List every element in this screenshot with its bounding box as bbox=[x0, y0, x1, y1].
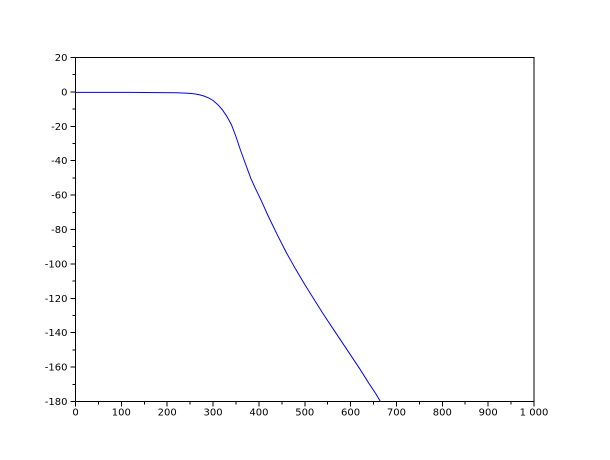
x-tick-label: 1 000 bbox=[520, 408, 549, 419]
x-tick-label: 600 bbox=[341, 408, 360, 419]
x-tick-label: 100 bbox=[112, 408, 131, 419]
x-tick-label: 900 bbox=[479, 408, 498, 419]
plot-border bbox=[75, 57, 535, 402]
x-tick-label: 800 bbox=[433, 408, 452, 419]
y-tick-label: -120 bbox=[45, 294, 68, 305]
x-tick-label: 300 bbox=[204, 408, 223, 419]
x-tick-label: 500 bbox=[295, 408, 314, 419]
y-tick-label: -60 bbox=[51, 191, 67, 202]
y-tick-label: 20 bbox=[55, 53, 68, 64]
y-tick-label: 0 bbox=[61, 87, 67, 98]
y-tick-label: -100 bbox=[45, 259, 68, 270]
x-tick-label: 400 bbox=[249, 408, 268, 419]
y-tick-label: -180 bbox=[45, 397, 68, 408]
phase-curve bbox=[75, 91, 381, 402]
x-tick-label: 200 bbox=[158, 408, 177, 419]
y-tick-label: -140 bbox=[45, 328, 68, 339]
y-tick-label: -20 bbox=[51, 122, 67, 133]
x-tick-label: 0 bbox=[72, 408, 78, 419]
y-tick-label: -40 bbox=[51, 156, 67, 167]
x-tick-label: 700 bbox=[387, 408, 406, 419]
y-tick-label: -160 bbox=[45, 363, 68, 374]
y-tick-label: -80 bbox=[51, 225, 67, 236]
